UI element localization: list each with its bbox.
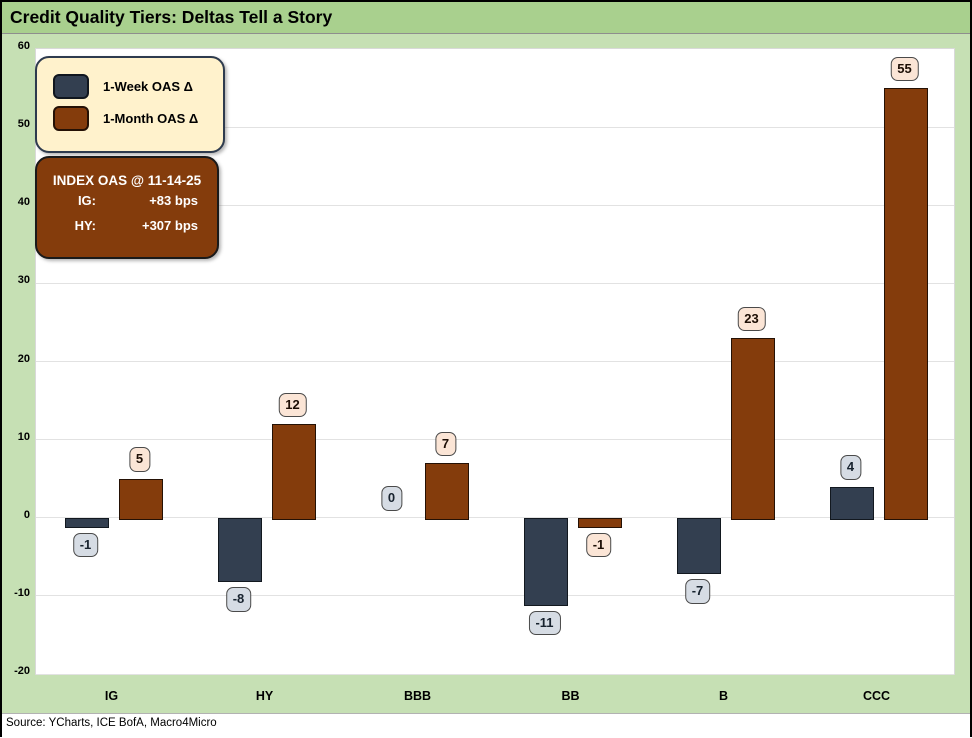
value-label-week-bb: -11 bbox=[528, 610, 561, 635]
index-oas-box: INDEX OAS @ 11-14-25 IG: +83 bps HY: +30… bbox=[35, 156, 219, 259]
gridline bbox=[36, 126, 954, 128]
chart-region: -1 5 -8 12 0 7 -11 -1 -7 23 4 55 1-Week OAS Δ 1-Mon… bbox=[2, 34, 970, 714]
bar-week-bb bbox=[523, 517, 568, 606]
value-label-month-b: 23 bbox=[737, 306, 766, 332]
y-axis-tick-label: 40 bbox=[17, 196, 30, 209]
legend-item-week: 1-Week OAS Δ bbox=[37, 71, 223, 103]
gridline bbox=[36, 595, 954, 597]
index-oas-heading: INDEX OAS @ 11-14-25 bbox=[52, 173, 202, 188]
value-label-month-hy: 12 bbox=[278, 392, 307, 417]
x-axis-category-label: CCC bbox=[862, 689, 891, 703]
page-title: Credit Quality Tiers: Deltas Tell a Stor… bbox=[10, 7, 333, 27]
y-axis-tick-label: 30 bbox=[17, 274, 30, 287]
value-label-month-ccc: 55 bbox=[890, 56, 919, 82]
index-ig-value: +83 bps bbox=[149, 193, 198, 208]
legend-week-label: 1-Week OAS Δ bbox=[103, 79, 194, 94]
value-label-week-hy: -8 bbox=[225, 587, 252, 612]
y-axis-tick-label: 50 bbox=[17, 118, 30, 131]
y-axis-tick-label: 0 bbox=[23, 508, 30, 521]
gridline bbox=[36, 361, 954, 362]
value-label-week-bbb: 0 bbox=[380, 486, 403, 511]
x-axis-category-label: B bbox=[718, 689, 729, 703]
bar-week-ig bbox=[64, 517, 109, 528]
legend-month-label: 1-Month OAS Δ bbox=[103, 111, 199, 126]
bar-week-ccc bbox=[829, 486, 874, 520]
legend-item-month: 1-Month OAS Δ bbox=[37, 103, 223, 135]
value-label-week-ccc: 4 bbox=[839, 455, 862, 480]
index-ig-label: IG: bbox=[77, 193, 96, 208]
y-axis-tick-label: 60 bbox=[17, 40, 30, 52]
footer: Source: YCharts, ICE BofA, Macro4Micro bbox=[2, 714, 970, 738]
value-label-month-bbb: 7 bbox=[434, 431, 457, 457]
index-hy-label: HY: bbox=[74, 218, 96, 233]
value-label-month-ig: 5 bbox=[128, 447, 151, 472]
bar-month-bb bbox=[577, 517, 622, 528]
bar-week-b bbox=[676, 517, 721, 575]
source-text: Source: YCharts, ICE BofA, Macro4Micro bbox=[6, 717, 217, 729]
y-axis-tick-label: 10 bbox=[17, 430, 30, 443]
bar-month-bbb bbox=[424, 463, 469, 520]
x-axis-category-label: BB bbox=[561, 689, 580, 703]
bar-month-ig bbox=[118, 478, 163, 520]
x-axis-category-label: HY bbox=[255, 689, 274, 703]
gridline bbox=[36, 439, 954, 441]
bar-week-hy bbox=[217, 517, 262, 583]
x-axis-category-label: BBB bbox=[403, 689, 432, 703]
bar-month-b bbox=[730, 338, 775, 520]
value-label-week-b: -7 bbox=[684, 579, 711, 604]
y-axis-tick-label: -20 bbox=[14, 665, 30, 677]
gridline bbox=[36, 517, 954, 519]
index-oas-row-hy: HY: +307 bps bbox=[37, 214, 217, 238]
index-oas-row-ig: IG: +83 bps bbox=[37, 189, 217, 213]
month-swatch-icon bbox=[53, 106, 89, 131]
gridline bbox=[36, 204, 954, 206]
value-label-week-ig: -1 bbox=[72, 532, 99, 557]
index-hy-value: +307 bps bbox=[141, 218, 198, 233]
gridline bbox=[36, 282, 954, 284]
gridline bbox=[36, 673, 954, 675]
bar-month-hy bbox=[271, 424, 316, 520]
x-axis-category-label: IG bbox=[104, 689, 119, 703]
bar-month-ccc bbox=[883, 88, 928, 520]
week-swatch-icon bbox=[53, 74, 89, 99]
value-label-month-bb: -1 bbox=[585, 532, 612, 557]
legend-box: 1-Week OAS Δ 1-Month OAS Δ bbox=[35, 56, 225, 153]
y-axis-tick-label: -10 bbox=[14, 586, 30, 599]
title-bar: Credit Quality Tiers: Deltas Tell a Stor… bbox=[2, 2, 970, 34]
y-axis-tick-label: 20 bbox=[17, 352, 30, 365]
